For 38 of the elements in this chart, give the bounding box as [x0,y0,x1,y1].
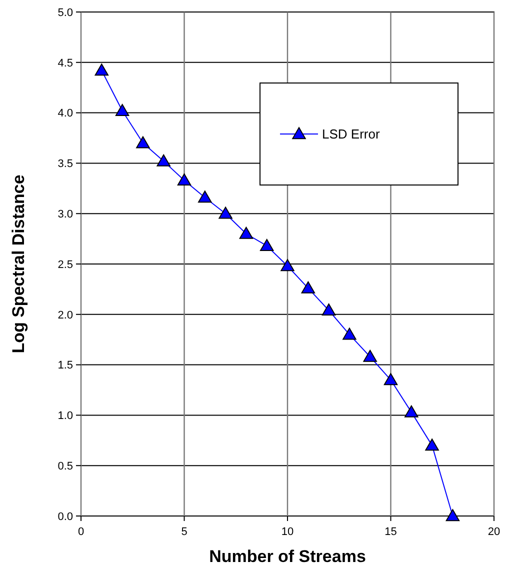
y-tick-label: 3.0 [58,208,73,220]
y-tick-label: 4.5 [58,57,73,70]
point [301,281,316,294]
y-tick-label: 4.0 [58,108,73,120]
point [363,350,377,362]
point [404,405,418,418]
point [136,136,150,148]
y-tick-label: 1.0 [58,410,73,422]
point [198,190,212,203]
point [177,173,192,186]
legend: LSD Error [260,82,458,186]
point [425,438,439,451]
point [156,154,170,166]
point [322,304,336,316]
point [260,239,274,252]
point [446,509,460,522]
y-tick-label: 3.5 [58,158,73,170]
x-tick-label: 5 [181,526,188,538]
y-tick-label: 5.0 [58,6,73,19]
point [384,373,398,386]
x-tick-label: 20 [488,526,500,538]
point [94,64,109,76]
y-tick-label: 2.0 [58,309,73,322]
y-tick-label: 2.5 [58,258,73,271]
y-axis-title: Log Spectral Distance [9,174,28,354]
x-tick-label: 0 [78,526,84,538]
point [115,104,130,116]
point [342,328,356,340]
x-tick-label: 15 [384,526,397,538]
point [239,226,254,239]
legend-label: LSD Error [322,126,380,142]
point [218,206,232,219]
point [280,259,294,272]
y-tick-label: 0.0 [58,510,73,523]
x-tick-label: 10 [281,526,294,538]
y-tick-label: 1.5 [58,360,73,372]
x-axis-title: Number of Streams [209,547,366,566]
y-tick-label: 0.5 [58,460,73,472]
